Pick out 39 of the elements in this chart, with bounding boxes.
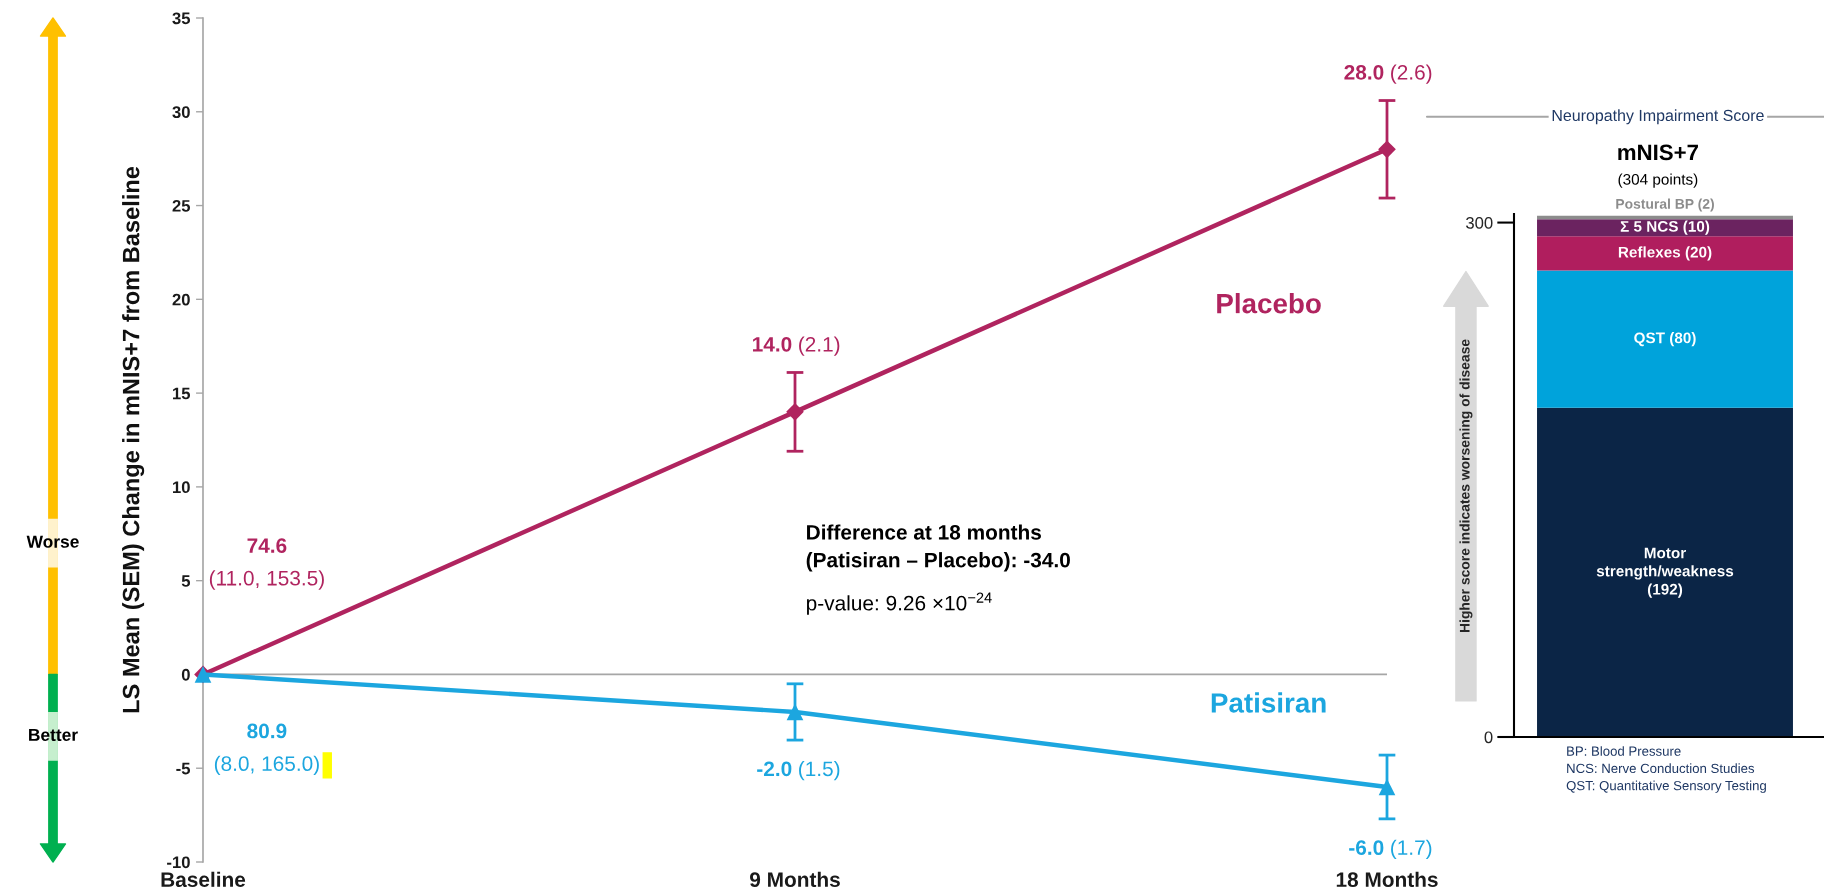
y-tick-label: 0: [181, 668, 190, 681]
y-tick-label: 25: [172, 199, 191, 212]
text: Higher score indicates worsening of disease: [1459, 339, 1473, 633]
x-tick-label: Baseline: [161, 871, 246, 888]
annotation: p-value: 9.26 ×10$^{−24}$: [807, 592, 992, 615]
series-label: Patisiran: [1211, 692, 1326, 713]
x-tick-label: 9 Months: [750, 871, 840, 888]
text: BP: Blood Pressure: [1567, 746, 1681, 756]
data-label: QST (80): [1634, 332, 1696, 347]
x-tick-label: 18 Months: [1336, 871, 1438, 888]
data-label: -6.0 (1.7): [1349, 839, 1432, 860]
annotation: 80.9 (8.0, 165.0): [214, 723, 319, 776]
y-tick-label: 10: [173, 481, 190, 494]
data-label: Σ 5 NCS (10): [1620, 220, 1710, 235]
data-label: 28.0 (2.6): [1344, 64, 1432, 84]
data-label: Postural BP (2): [1616, 198, 1714, 212]
y-tick-label: 30: [172, 106, 190, 118]
data-label: Reflexes (20): [1618, 246, 1712, 261]
y-tick-label: 35: [172, 12, 191, 25]
chart-subtitle: mNIS+7 (304 points): [1618, 144, 1698, 188]
y-axis-title: LS Mean (SEM) Change in mNIS+7 from Baseline: [122, 166, 145, 713]
annotation: 74.6 (11.0, 153.5): [209, 538, 324, 590]
chart-title: Neuropathy Impairment Score: [1552, 109, 1764, 125]
text: QST: Quantitative Sensory Testing: [1566, 780, 1766, 793]
y-tick-label: -5: [176, 762, 191, 775]
y-tick-label: 20: [172, 293, 190, 306]
y-tick-label: 5: [181, 575, 191, 587]
data-label: -2.0 (1.5): [757, 760, 840, 781]
y-tick-label: 300: [1466, 216, 1493, 229]
y-tick-label: 0: [1484, 731, 1493, 744]
text: Better: [29, 728, 78, 741]
text: Worse: [26, 535, 79, 548]
annotation: Difference at 18 months (Patisiran – Placebo): -34.0: [806, 524, 1070, 572]
text: NCS: Nerve Conduction Studies: [1567, 763, 1755, 774]
text: Placebo: [1217, 293, 1321, 314]
y-tick-label: -10: [167, 856, 190, 869]
data-label: 14.0 (2.1): [752, 336, 840, 356]
data-label: Motor strength/weakness (192): [1596, 547, 1734, 598]
y-tick-label: 15: [173, 387, 191, 400]
